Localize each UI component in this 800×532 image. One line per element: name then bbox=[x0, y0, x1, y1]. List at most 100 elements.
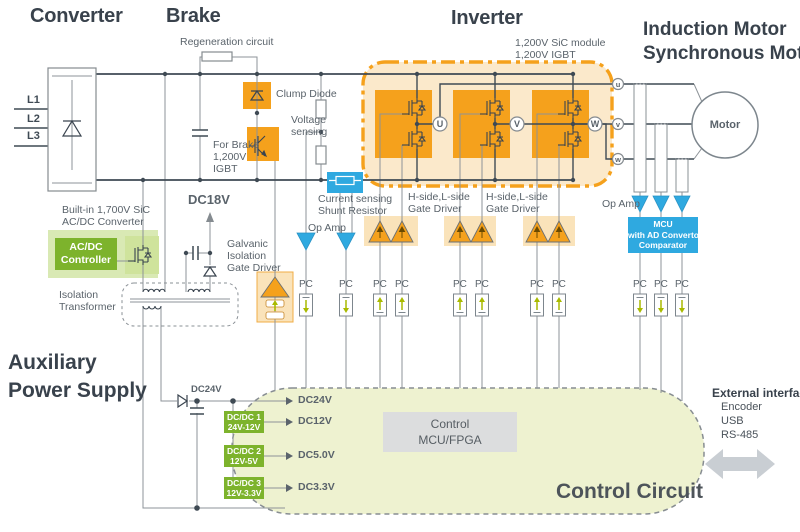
title-aux-line1: Auxiliary bbox=[8, 351, 97, 374]
label-pc: PC bbox=[552, 279, 566, 290]
label-op-amp-right: Op Amp bbox=[602, 198, 640, 210]
input-l3: L3 bbox=[27, 130, 40, 142]
label-pc: PC bbox=[475, 279, 489, 290]
label-pc: PC bbox=[654, 279, 668, 290]
title-brake: Brake bbox=[166, 5, 221, 27]
motor-current-sensors bbox=[633, 83, 689, 193]
isolation-transformer-windings bbox=[130, 288, 230, 310]
label-current-sensing-2: Shunt Resistor bbox=[318, 205, 387, 217]
input-l2: L2 bbox=[27, 113, 40, 125]
brake-igbt-icon bbox=[249, 135, 268, 158]
label-voltage-sensing-1: Voltage bbox=[291, 114, 327, 126]
label-pc: PC bbox=[530, 279, 544, 290]
label-pc: PC bbox=[633, 279, 647, 290]
label-hside-1a: H-side,L-side bbox=[408, 191, 470, 203]
acdc-controller-label: AC/DC Controller bbox=[60, 241, 112, 266]
label-inverter-module-1: 1,200V SiC module bbox=[515, 37, 606, 49]
title-motor-line1: Induction Motor bbox=[643, 19, 787, 40]
label-out-3v: DC3.3V bbox=[298, 481, 335, 493]
label-hside-2a: H-side,L-side bbox=[486, 191, 548, 203]
title-converter: Converter bbox=[30, 5, 123, 27]
label-builtin-2: AC/DC Converter bbox=[62, 216, 144, 228]
label-isolation-2: Transformer bbox=[59, 301, 116, 313]
dcdc2-label: DC/DC 2 12V-5V bbox=[226, 446, 261, 466]
title-motor-line2: Synchronous Motor bbox=[643, 43, 800, 64]
phase-terminals bbox=[432, 77, 625, 166]
label-builtin-1: Built-in 1,700V SiC bbox=[62, 204, 151, 216]
photocouplers bbox=[299, 293, 689, 317]
label-pc: PC bbox=[453, 279, 467, 290]
clump-diode-icon bbox=[249, 89, 265, 101]
label-inverter-module-2: 1,200V IGBT bbox=[515, 49, 576, 61]
label-isolation-1: Isolation bbox=[59, 289, 99, 301]
label-out-24v: DC24V bbox=[298, 394, 332, 406]
external-item-rs485: RS-485 bbox=[721, 429, 759, 441]
label-op-amp-left: Op Amp bbox=[308, 222, 346, 234]
label-hside-2b: Gate Driver bbox=[486, 203, 540, 215]
label-for-brake-2: 1,200V bbox=[213, 151, 247, 163]
terminal-v-label: v bbox=[615, 120, 621, 129]
control-mcu-box bbox=[383, 412, 517, 452]
phase-w-label: W bbox=[590, 119, 600, 129]
label-galvanic-3: Gate Driver bbox=[227, 262, 281, 274]
dc18v-arrow-icon bbox=[206, 212, 214, 222]
motor-circle bbox=[691, 91, 759, 159]
dcdc2-box bbox=[224, 445, 264, 467]
label-dc18v: DC18V bbox=[188, 192, 230, 207]
dc18v-diode-icon bbox=[203, 266, 217, 277]
label-pc: PC bbox=[675, 279, 689, 290]
regeneration-resistor bbox=[201, 51, 233, 62]
input-l1: L1 bbox=[27, 94, 40, 106]
label-clump-diode: Clump Diode bbox=[276, 88, 337, 100]
dcdc1-box bbox=[224, 411, 264, 433]
label-voltage-sensing-2: sensing bbox=[291, 126, 328, 138]
dcdc3-box bbox=[224, 477, 264, 499]
op-amp-triangles bbox=[296, 195, 691, 251]
junction-dots bbox=[140, 71, 576, 511]
mcu-box bbox=[628, 217, 698, 253]
label-for-brake-3: IGBT bbox=[213, 163, 238, 175]
label-hside-1b: Gate Driver bbox=[408, 203, 462, 215]
isolation-transformer-box bbox=[121, 282, 239, 327]
external-item-usb: USB bbox=[721, 415, 744, 427]
title-aux-line2: Power Supply bbox=[8, 379, 147, 402]
rectifier bbox=[47, 67, 97, 192]
title-inverter: Inverter bbox=[451, 7, 523, 29]
phase-v-label: V bbox=[513, 119, 520, 129]
dc24v-diode-icon bbox=[177, 394, 188, 408]
dcdc1-label: DC/DC 1 24V-12V bbox=[226, 412, 261, 432]
label-pc: PC bbox=[299, 279, 313, 290]
terminal-u-label: u bbox=[615, 80, 621, 89]
label-for-brake-1: For Brake bbox=[213, 139, 260, 151]
phase-u-label: U bbox=[436, 119, 444, 129]
mcu-label: MCU with AD Convertor, Comparator bbox=[628, 219, 705, 250]
label-galvanic-2: Isolation bbox=[227, 250, 267, 262]
label-pc: PC bbox=[339, 279, 353, 290]
label-galvanic-1: Galvanic bbox=[227, 238, 268, 250]
label-pc: PC bbox=[395, 279, 409, 290]
dc-output-arrows bbox=[286, 397, 293, 492]
acdc-controller-box bbox=[55, 238, 117, 270]
acdc-mosfet-box bbox=[125, 236, 159, 274]
title-control-circuit: Control Circuit bbox=[556, 480, 703, 503]
label-out-12v: DC12V bbox=[298, 415, 332, 427]
label-out-5v: DC5.0V bbox=[298, 449, 335, 461]
sense-resistor-1 bbox=[315, 99, 327, 119]
terminal-w-label: w bbox=[615, 155, 621, 164]
label-regeneration: Regeneration circuit bbox=[180, 36, 274, 48]
motor-label: Motor bbox=[709, 119, 741, 131]
external-interface-title: External interface bbox=[712, 386, 800, 400]
brake-igbt-box bbox=[247, 127, 279, 161]
label-pc: PC bbox=[373, 279, 387, 290]
gate-driver-triangles bbox=[368, 220, 571, 243]
dcdc3-label: DC/DC 3 12V-3.3V bbox=[226, 478, 262, 498]
shunt-resistor bbox=[327, 172, 363, 193]
pc-up-arrow-icon bbox=[376, 297, 563, 313]
control-mcu-label: Control MCU/FPGA bbox=[418, 417, 482, 447]
external-item-encoder: Encoder bbox=[721, 401, 762, 413]
label-current-sensing-1: Current sensing bbox=[318, 193, 393, 205]
sense-resistor-2 bbox=[315, 145, 327, 165]
label-dc24v-node: DC24V bbox=[191, 384, 222, 395]
